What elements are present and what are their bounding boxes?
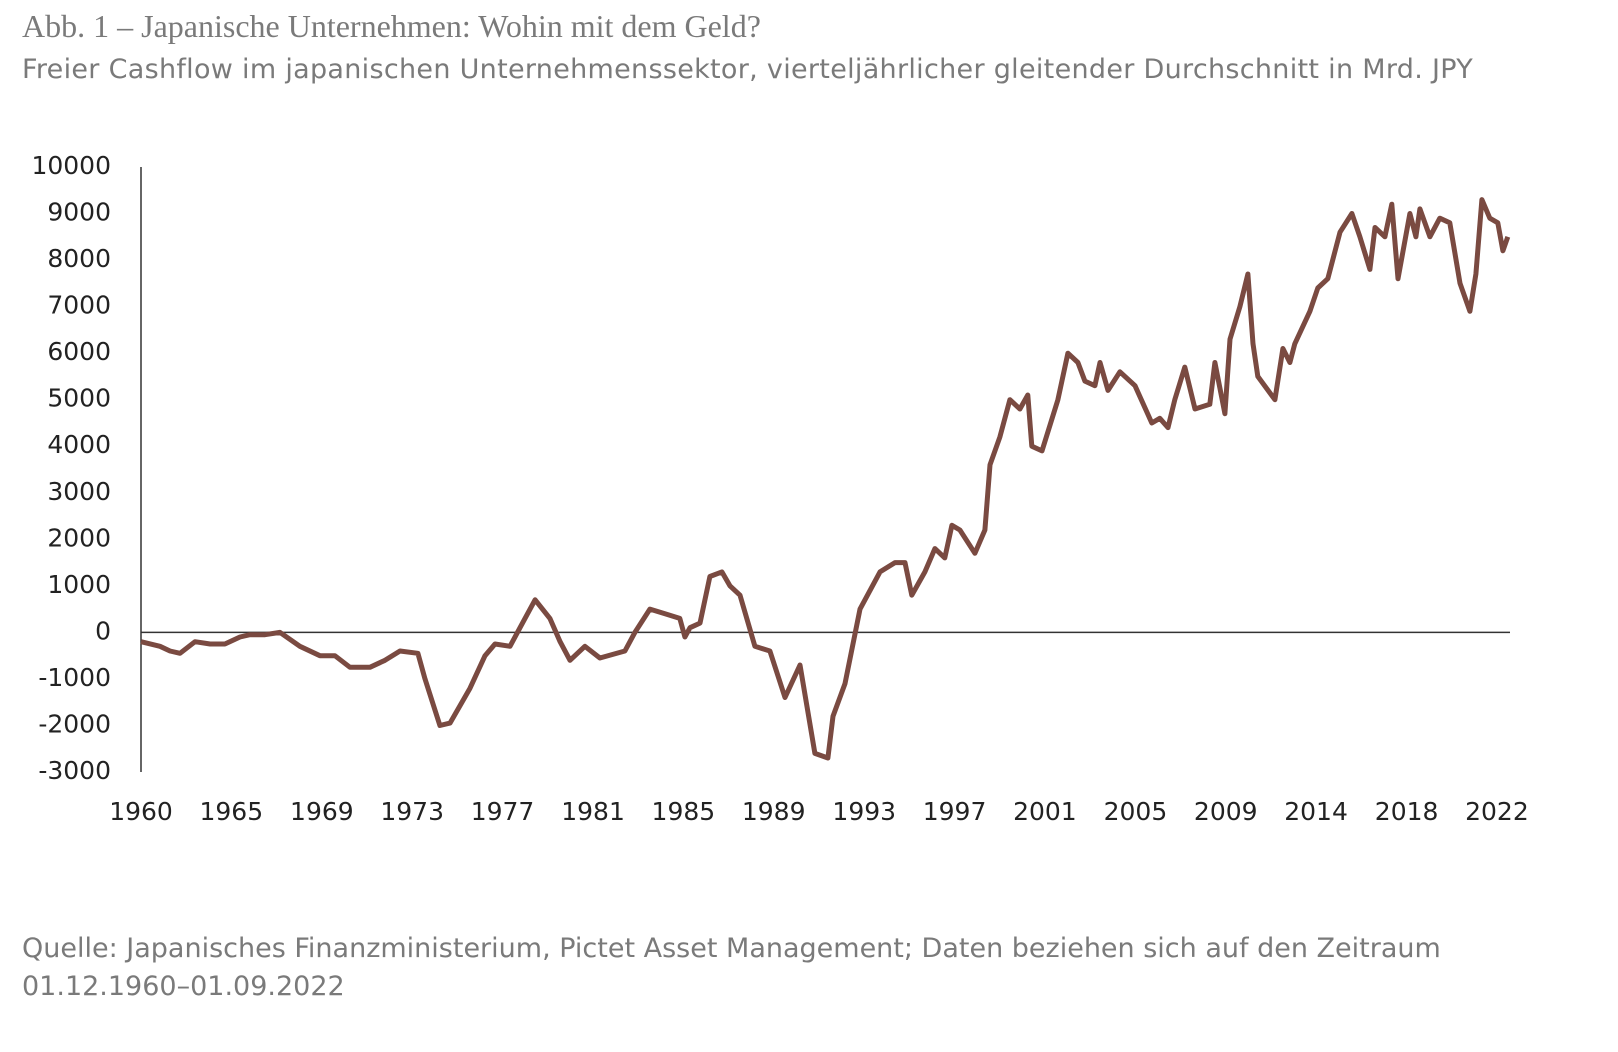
x-tick-label: 1981 — [561, 797, 625, 826]
x-tick-label: 1985 — [652, 797, 716, 826]
x-tick-label: 1993 — [832, 797, 896, 826]
x-tick-label: 1997 — [923, 797, 987, 826]
y-tick-label: 8000 — [47, 244, 111, 273]
x-tick-label: 1960 — [109, 797, 173, 826]
y-tick-label: -2000 — [38, 709, 111, 738]
x-tick-label: 2018 — [1375, 797, 1439, 826]
x-tick-label: 1973 — [380, 797, 444, 826]
y-tick-label: 6000 — [47, 337, 111, 366]
x-tick-label: 2005 — [1104, 797, 1168, 826]
y-tick-label: 7000 — [47, 291, 111, 320]
x-tick-label: 2001 — [1013, 797, 1077, 826]
chart-title: Abb. 1 – Japanische Unternehmen: Wohin m… — [22, 8, 761, 44]
x-tick-label: 1965 — [200, 797, 264, 826]
footnote: Quelle: Japanisches Finanzministerium, P… — [22, 933, 1441, 1002]
y-tick-label: 3000 — [47, 477, 111, 506]
chart-subtitle: Freier Cashflow im japanischen Unternehm… — [22, 54, 1474, 85]
y-tick-label: -1000 — [38, 663, 111, 692]
y-tick-label: 10000 — [31, 151, 111, 180]
x-tick-label: 1969 — [290, 797, 354, 826]
x-tick-label: 2009 — [1194, 797, 1258, 826]
data-line — [140, 197, 1511, 761]
y-tick-label: 9000 — [47, 198, 111, 227]
x-tick-label: 1977 — [471, 797, 535, 826]
y-tick-label: 4000 — [47, 430, 111, 459]
x-tick-label: 2014 — [1284, 797, 1348, 826]
y-tick-label: 0 — [95, 616, 111, 645]
x-tick-label: 2022 — [1465, 797, 1529, 826]
y-tick-label: 5000 — [47, 384, 111, 413]
y-tick-label: 2000 — [47, 523, 111, 552]
x-tick-label: 1989 — [742, 797, 806, 826]
y-tick-label: -3000 — [38, 756, 111, 785]
y-tick-label: 1000 — [47, 570, 111, 599]
chart: -3000 -2000 -1000 0 1000 2000 3000 4000 5000 6000… — [31, 151, 1529, 826]
